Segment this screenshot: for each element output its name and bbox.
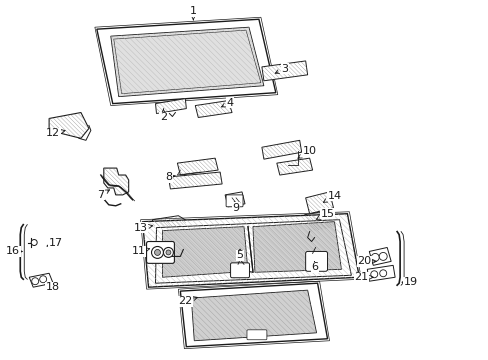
Circle shape [370, 271, 377, 278]
Polygon shape [111, 27, 264, 96]
Circle shape [40, 276, 46, 283]
Circle shape [165, 250, 171, 255]
FancyBboxPatch shape [230, 263, 249, 278]
Polygon shape [366, 265, 394, 281]
Circle shape [370, 253, 379, 261]
Polygon shape [224, 192, 244, 207]
Text: 14: 14 [323, 191, 341, 202]
Text: 12: 12 [46, 129, 65, 138]
Text: 9: 9 [232, 202, 239, 213]
Text: 4: 4 [221, 98, 233, 108]
Polygon shape [162, 227, 247, 277]
Text: 20: 20 [357, 256, 376, 266]
Polygon shape [97, 19, 275, 104]
Text: 2: 2 [160, 109, 167, 122]
Circle shape [151, 247, 163, 258]
Polygon shape [195, 100, 232, 117]
Text: 16: 16 [6, 247, 22, 256]
Circle shape [379, 252, 386, 260]
Polygon shape [29, 273, 53, 287]
Polygon shape [177, 158, 218, 175]
Circle shape [32, 278, 39, 285]
Polygon shape [152, 216, 188, 228]
Polygon shape [168, 172, 222, 189]
Polygon shape [368, 247, 390, 265]
FancyBboxPatch shape [305, 251, 327, 271]
Text: 15: 15 [316, 209, 334, 219]
Polygon shape [49, 113, 89, 138]
FancyBboxPatch shape [246, 330, 266, 340]
Text: 17: 17 [47, 238, 63, 248]
Text: 8: 8 [164, 172, 175, 182]
Polygon shape [252, 222, 341, 272]
Text: 3: 3 [275, 64, 288, 74]
Text: 19: 19 [401, 277, 417, 287]
Circle shape [379, 270, 386, 277]
FancyBboxPatch shape [146, 242, 174, 264]
Text: 7: 7 [97, 190, 109, 200]
Text: 13: 13 [133, 222, 152, 233]
Text: 5: 5 [236, 249, 243, 260]
Circle shape [31, 239, 37, 246]
Circle shape [154, 249, 160, 255]
FancyBboxPatch shape [225, 195, 243, 207]
Polygon shape [304, 211, 332, 231]
Text: 1: 1 [189, 6, 196, 20]
Text: 10: 10 [297, 146, 316, 158]
Text: 6: 6 [310, 262, 318, 272]
Circle shape [163, 247, 173, 257]
Polygon shape [180, 283, 327, 347]
Text: 11: 11 [131, 247, 149, 256]
Polygon shape [305, 192, 333, 214]
Polygon shape [262, 61, 307, 81]
Text: 18: 18 [45, 282, 60, 292]
Text: 22: 22 [178, 296, 197, 306]
Polygon shape [103, 168, 128, 195]
Polygon shape [155, 99, 186, 113]
Polygon shape [276, 158, 312, 175]
Text: 21: 21 [353, 272, 372, 282]
Polygon shape [142, 214, 359, 287]
Polygon shape [262, 140, 301, 159]
Polygon shape [191, 290, 316, 341]
